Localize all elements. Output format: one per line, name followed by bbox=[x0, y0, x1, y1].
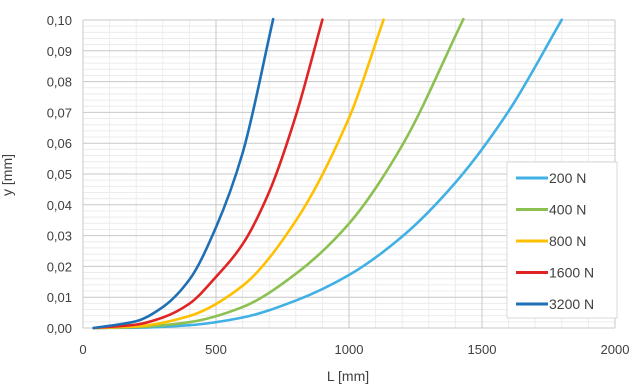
y-tick-label: 0,08 bbox=[47, 75, 72, 90]
series-line-200n bbox=[92, 18, 564, 330]
series-line-3200n bbox=[92, 17, 275, 330]
y-axis-label: y [mm] bbox=[0, 154, 15, 196]
y-tick-label: 0,02 bbox=[47, 259, 72, 274]
y-tick-labels: 0,00 0,01 0,02 0,03 0,04 0,05 0,06 0,07 0,08 0,09… bbox=[47, 13, 72, 336]
y-tick-label: 0,00 bbox=[47, 321, 72, 336]
major-grid bbox=[82, 19, 616, 329]
x-tick-label: 2000 bbox=[601, 342, 630, 357]
legend-label: 800 N bbox=[549, 233, 586, 249]
x-tick-labels: 0 500 1000 1500 2000 bbox=[79, 342, 629, 357]
legend-label: 400 N bbox=[549, 202, 586, 218]
y-tick-label: 0,07 bbox=[47, 105, 72, 120]
series-line-1600n bbox=[92, 18, 324, 330]
x-tick-label: 1000 bbox=[335, 342, 364, 357]
y-tick-label: 0,01 bbox=[47, 290, 72, 305]
x-axis-label: L [mm] bbox=[327, 368, 369, 384]
y-tick-label: 0,06 bbox=[47, 136, 72, 151]
y-tick-label: 0,05 bbox=[47, 167, 72, 182]
x-tick-label: 500 bbox=[205, 342, 227, 357]
series-lines bbox=[92, 17, 564, 330]
legend-label: 3200 N bbox=[549, 296, 594, 312]
x-tick-label: 0 bbox=[79, 342, 86, 357]
legend-label: 200 N bbox=[549, 170, 586, 186]
y-tick-label: 0,04 bbox=[47, 198, 72, 213]
legend: 200 N 400 N 800 N 1600 N 3200 N bbox=[506, 161, 618, 319]
x-tick-label: 1500 bbox=[468, 342, 497, 357]
y-tick-label: 0,03 bbox=[47, 229, 72, 244]
legend-label: 1600 N bbox=[549, 265, 594, 281]
y-tick-label: 0,09 bbox=[47, 44, 72, 59]
y-tick-label: 0,10 bbox=[47, 13, 72, 28]
series-line-800n bbox=[92, 18, 385, 330]
